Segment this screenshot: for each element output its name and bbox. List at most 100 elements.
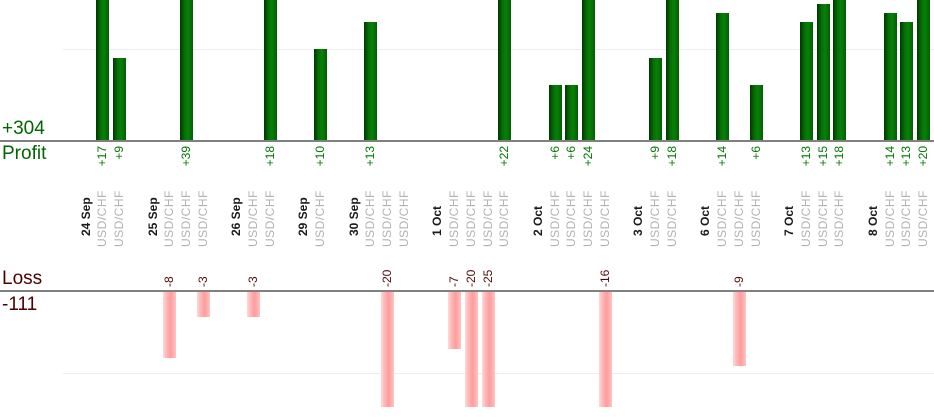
loss-bar	[448, 292, 461, 350]
profit-bar	[816, 3, 830, 140]
instrument-label: USD/CHF	[262, 190, 277, 247]
instrument-label: USD/CHF	[715, 190, 729, 247]
profit-bar	[180, 0, 193, 140]
loss-bar	[464, 292, 478, 407]
instrument-label: USD/CHF	[547, 190, 562, 247]
profit-bar	[263, 0, 277, 140]
profit-value-label: +14	[715, 146, 729, 167]
loss-value-label: -20	[463, 269, 478, 287]
instrument-label: USD/CHF	[664, 190, 679, 247]
loss-baseline	[0, 290, 934, 292]
profit-bar	[749, 85, 763, 140]
instrument-label: USD/CHF	[916, 190, 930, 247]
loss-value-label: -3	[195, 276, 210, 287]
loss-value-label: -16	[597, 269, 612, 287]
date-label: 3 Oct	[631, 205, 646, 236]
loss-bar	[163, 292, 177, 358]
loss-bar	[732, 292, 746, 366]
profit-baseline	[0, 140, 934, 142]
profit-axis-label: Profit	[2, 143, 47, 164]
loss-bar	[247, 292, 260, 317]
profit-value-label: +13	[798, 146, 813, 167]
instrument-label: USD/CHF	[832, 190, 847, 247]
profit-bar	[665, 0, 679, 140]
instrument-label: USD/CHF	[363, 190, 378, 247]
profit-value-label: +18	[832, 146, 847, 167]
instrument-label: USD/CHF	[899, 190, 914, 247]
profit-bar	[498, 0, 512, 140]
profit-value-label: +13	[363, 146, 378, 167]
profit-bar	[833, 0, 847, 140]
profit-bar	[917, 0, 930, 140]
loss-value-label: -9	[731, 276, 746, 287]
profit-bar	[900, 21, 914, 140]
profit-bar	[364, 21, 378, 140]
profit-bar	[113, 58, 126, 140]
profit-value-label: +13	[899, 146, 914, 167]
profit-bar	[96, 0, 110, 140]
instrument-label: USD/CHF	[447, 190, 461, 247]
instrument-label: USD/CHF	[597, 190, 612, 247]
date-label: 7 Oct	[782, 205, 796, 236]
profit-bar	[314, 49, 327, 140]
date-label: 25 Sep	[145, 197, 160, 236]
date-label: 29 Sep	[296, 197, 311, 236]
instrument-label: USD/CHF	[581, 190, 595, 247]
loss-bar	[598, 292, 612, 407]
loss-bar	[196, 292, 210, 317]
profit-value-label: +9	[112, 146, 126, 160]
profit-value-label: +10	[313, 146, 327, 167]
profit-bar	[799, 21, 813, 140]
profit-value-label: +24	[581, 146, 595, 167]
profit-value-label: +6	[564, 146, 579, 160]
profit-bar	[565, 85, 579, 140]
date-label: 30 Sep	[346, 197, 361, 236]
loss-gridline	[63, 373, 934, 374]
profit-bar	[883, 12, 897, 140]
instrument-label: USD/CHF	[480, 190, 495, 247]
instrument-label: USD/CHF	[648, 190, 662, 247]
profit-value-label: +9	[648, 146, 662, 160]
instrument-label: USD/CHF	[95, 190, 110, 247]
profit-bar	[649, 58, 662, 140]
loss-value-label: -3	[246, 276, 260, 287]
instrument-label: USD/CHF	[882, 190, 897, 247]
loss-bar	[381, 292, 394, 407]
profit-bar	[548, 85, 562, 140]
profit-value-label: +22	[497, 146, 512, 167]
profit-bar	[716, 12, 729, 140]
loss-value-label: -7	[447, 276, 461, 287]
instrument-label: USD/CHF	[179, 190, 193, 247]
loss-axis-label: Loss	[2, 268, 43, 289]
profit-value-label: +6	[748, 146, 763, 160]
profit-value-label: +18	[262, 146, 277, 167]
loss-bar	[481, 292, 495, 407]
date-label: 26 Sep	[229, 197, 244, 236]
instrument-label: USD/CHF	[313, 190, 327, 247]
instrument-label: USD/CHF	[497, 190, 512, 247]
instrument-label: USD/CHF	[815, 190, 830, 247]
date-label: 1 Oct	[430, 205, 445, 236]
instrument-label: USD/CHF	[195, 190, 210, 247]
instrument-label: USD/CHF	[396, 190, 411, 247]
date-label: 6 Oct	[698, 205, 713, 236]
instrument-label: USD/CHF	[798, 190, 813, 247]
profit-value-label: +14	[882, 146, 897, 167]
profit-value-label: +15	[815, 146, 830, 167]
instrument-label: USD/CHF	[162, 190, 177, 247]
loss-value-label: -25	[480, 269, 495, 287]
instrument-label: USD/CHF	[112, 190, 126, 247]
profit-bar	[582, 0, 595, 140]
instrument-label: USD/CHF	[564, 190, 579, 247]
instrument-label: USD/CHF	[463, 190, 478, 247]
instrument-label: USD/CHF	[246, 190, 260, 247]
loss-total-label: -111	[2, 294, 38, 315]
profit-value-label: +17	[95, 146, 110, 167]
date-label: 2 Oct	[530, 205, 545, 236]
instrument-label: USD/CHF	[748, 190, 763, 247]
profit-value-label: +20	[916, 146, 930, 167]
loss-value-label: -8	[162, 276, 177, 287]
profit-value-label: +39	[179, 146, 193, 167]
instrument-label: USD/CHF	[380, 190, 394, 247]
